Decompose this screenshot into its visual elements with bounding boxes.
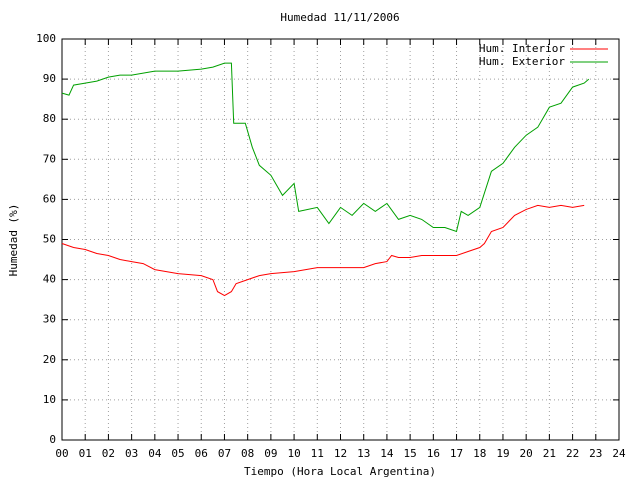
x-tick-label: 02 [102,447,115,460]
x-tick-label: 23 [589,447,602,460]
y-tick-label: 70 [43,152,56,165]
x-tick-label: 14 [380,447,394,460]
x-tick-label: 03 [125,447,138,460]
x-tick-label: 15 [404,447,417,460]
x-tick-label: 22 [566,447,579,460]
x-tick-label: 01 [79,447,92,460]
x-tick-label: 09 [264,447,277,460]
x-tick-label: 19 [496,447,509,460]
x-tick-label: 24 [612,447,626,460]
x-tick-label: 20 [520,447,533,460]
y-tick-label: 100 [36,32,56,45]
x-tick-label: 18 [473,447,486,460]
x-tick-label: 13 [357,447,370,460]
x-tick-label: 04 [148,447,162,460]
series-line [61,62,590,233]
y-axis-label: Humedad (%) [7,204,20,277]
x-tick-label: 08 [241,447,254,460]
y-tick-label: 90 [43,72,56,85]
x-tick-label: 07 [218,447,231,460]
y-tick-label: 80 [43,112,56,125]
x-tick-label: 12 [334,447,347,460]
x-tick-label: 16 [427,447,440,460]
y-tick-label: 40 [43,273,56,286]
x-tick-label: 10 [287,447,300,460]
chart-title: Humedad 11/11/2006 [280,11,399,24]
y-tick-label: 20 [43,353,56,366]
y-tick-label: 10 [43,393,56,406]
x-tick-label: 11 [311,447,324,460]
y-tick-label: 50 [43,233,56,246]
y-tick-label: 30 [43,313,56,326]
x-tick-label: 21 [543,447,556,460]
y-tick-label: 0 [49,433,56,446]
x-tick-label: 00 [55,447,68,460]
x-tick-label: 17 [450,447,463,460]
x-axis-label: Tiempo (Hora Local Argentina) [244,465,436,478]
x-tick-label: 05 [171,447,184,460]
series-line [61,204,585,297]
legend-label: Hum. Exterior [479,55,565,68]
legend-label: Hum. Interior [479,42,565,55]
y-tick-label: 60 [43,192,56,205]
plot-frame [61,38,620,441]
x-tick-label: 06 [195,447,208,460]
